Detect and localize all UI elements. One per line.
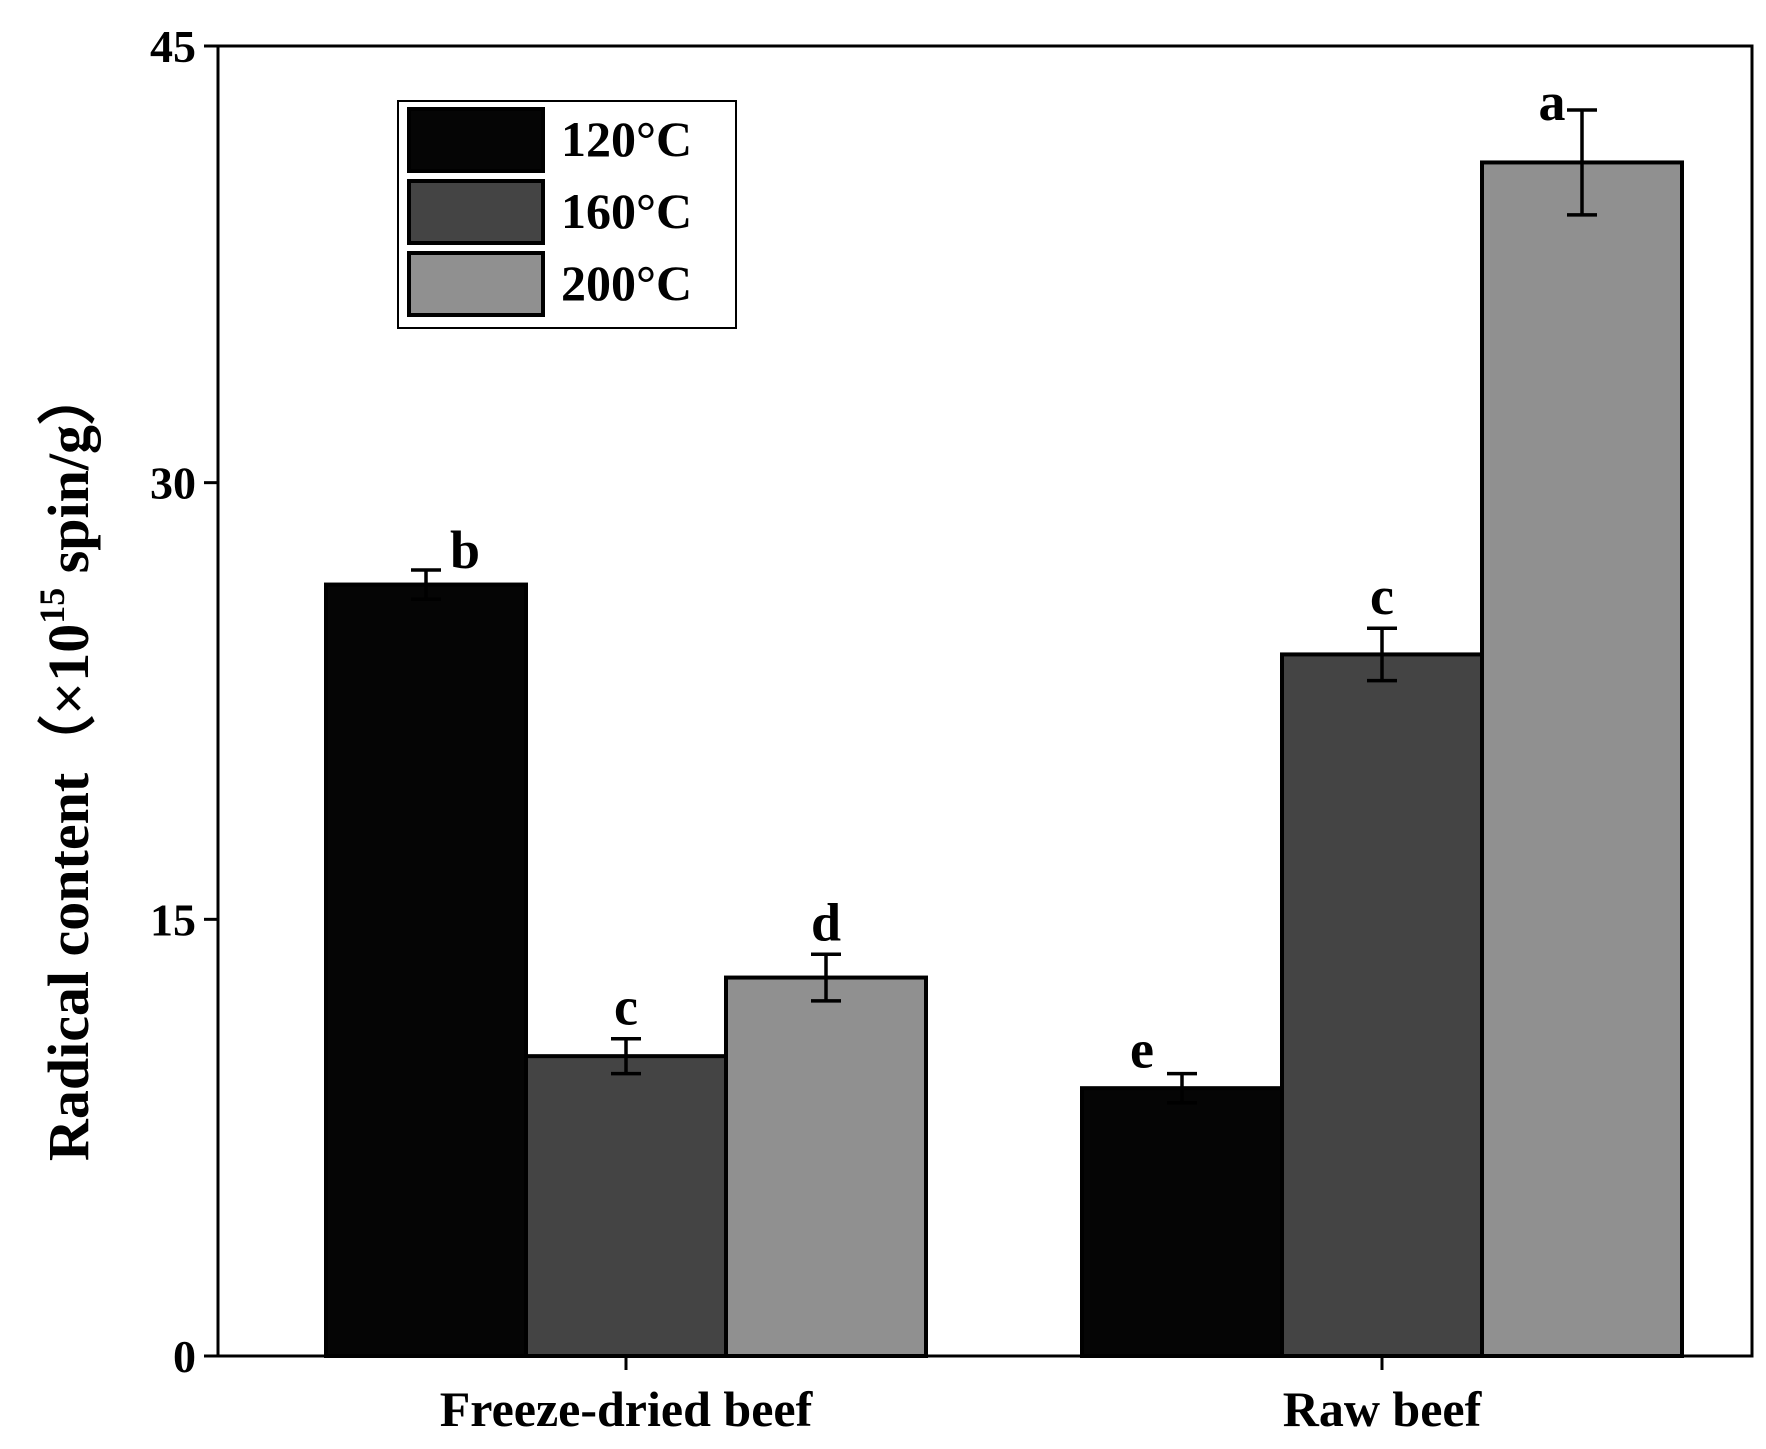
legend-swatch [407,251,545,317]
legend-swatch [407,179,545,245]
significance-label: c [1370,566,1394,626]
significance-label: b [450,520,480,580]
y-axis-title-main: Radical content（×10 [36,624,101,1161]
bar [324,582,528,1358]
significance-label: c [614,977,638,1037]
bar [524,1054,728,1358]
significance-label: e [1130,1020,1154,1080]
bar [1480,160,1684,1358]
legend-label: 120°C [561,111,692,167]
significance-label: a [1539,72,1566,132]
y-tick-label: 15 [150,894,196,945]
y-tick-label: 0 [173,1331,196,1382]
x-category-label: Freeze-dried beef [440,1381,814,1437]
x-category-label: Raw beef [1283,1381,1483,1437]
svg-text:Radical content（×1015 spin/g）: Radical content（×1015 spin/g） [32,367,101,1161]
bar [1080,1086,1284,1358]
plot-frame [216,44,1754,1358]
legend-swatch [407,107,545,173]
y-tick-label: 30 [150,458,196,509]
y-axis-title: Radical content（×1015 spin/g） [32,367,101,1161]
plot-area: 0 15 30 45 Freeze-dried beef b c d Raw beef e c a 12… [150,21,1754,1437]
legend-label: 200°C [561,255,692,311]
bar [724,975,928,1358]
y-axis-title-unit: spin/g） [36,367,101,588]
y-axis-title-exponent: 15 [32,588,72,624]
legend-label: 160°C [561,183,692,239]
bar [1280,652,1484,1358]
y-tick-label: 45 [150,21,196,72]
significance-label: d [811,892,841,952]
